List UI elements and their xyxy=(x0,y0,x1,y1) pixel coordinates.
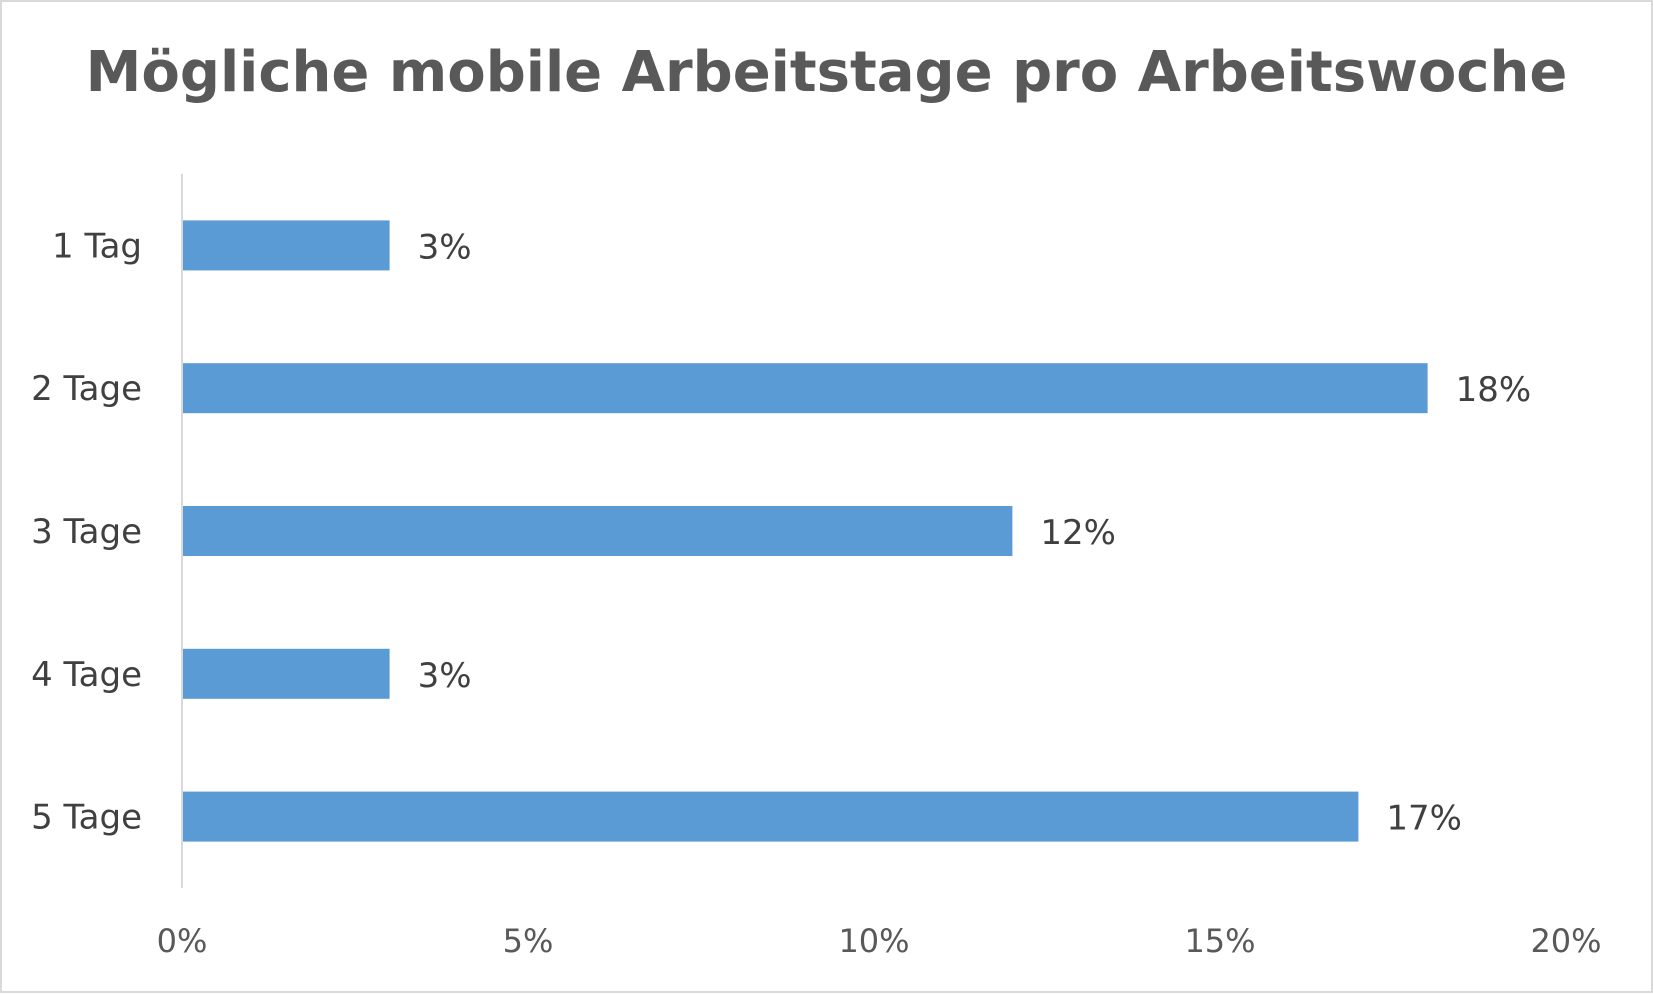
bar-2 xyxy=(183,363,1428,414)
data-label: 3% xyxy=(418,656,472,696)
data-label: 3% xyxy=(418,227,472,267)
category-label: 1 Tag xyxy=(52,226,142,266)
data-label: 18% xyxy=(1456,370,1532,410)
category-label: 5 Tage xyxy=(31,798,142,838)
x-tick-label: 0% xyxy=(157,922,208,960)
x-tick-label: 5% xyxy=(503,922,554,960)
category-label: 3 Tage xyxy=(31,512,142,552)
data-label: 17% xyxy=(1386,799,1462,839)
category-label: 2 Tage xyxy=(31,369,142,409)
category-label: 4 Tage xyxy=(31,655,142,695)
x-tick-label: 20% xyxy=(1530,922,1601,960)
bar-3 xyxy=(183,506,1013,556)
bar-1 xyxy=(183,220,390,271)
x-tick-label: 15% xyxy=(1184,922,1255,960)
chart-title: Mögliche mobile Arbeitstage pro Arbeitsw… xyxy=(85,40,1568,105)
bar-4 xyxy=(183,648,390,699)
data-label: 12% xyxy=(1040,513,1116,553)
bar-5 xyxy=(183,791,1359,842)
x-tick-label: 10% xyxy=(838,922,909,960)
